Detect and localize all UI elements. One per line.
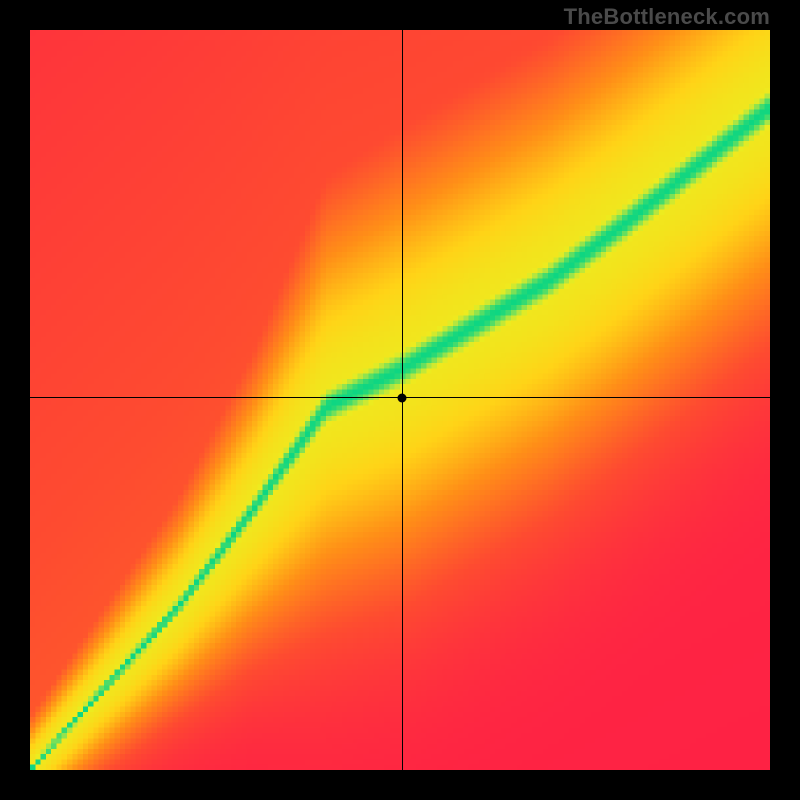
watermark-text: TheBottleneck.com xyxy=(564,4,770,30)
selected-point-dot xyxy=(398,393,407,402)
chart-container: TheBottleneck.com xyxy=(0,0,800,800)
plot-area xyxy=(30,30,770,770)
